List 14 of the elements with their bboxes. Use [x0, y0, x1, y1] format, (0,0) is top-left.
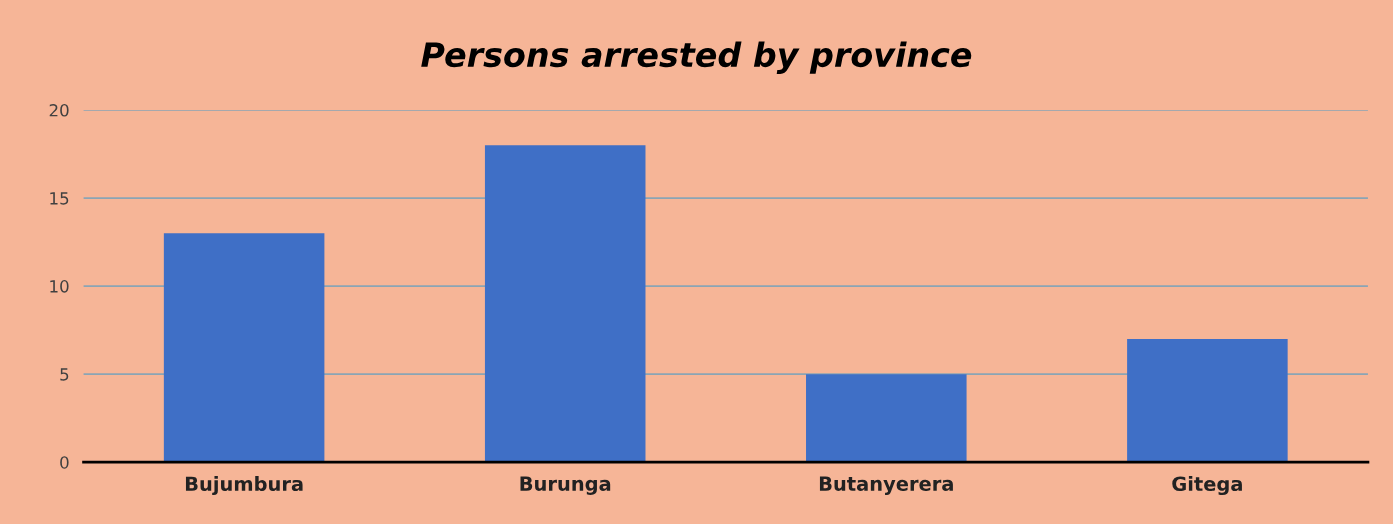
y-tick-label: 5: [60, 368, 69, 381]
x-tick-label: Burunga: [520, 476, 611, 495]
bar: [1127, 338, 1288, 463]
y-tick-label: 20: [49, 104, 69, 117]
x-tick-label: Gitega: [1172, 476, 1242, 496]
y-tick-label: 10: [50, 280, 69, 293]
chart-title: Persons arrested by province: [421, 41, 972, 74]
bar: [806, 374, 967, 463]
bar: [163, 233, 325, 463]
x-tick-label: Bujumbura: [185, 476, 303, 496]
y-tick-label: 0: [60, 456, 69, 469]
bar: [484, 145, 646, 463]
y-tick-label: 15: [50, 192, 69, 205]
x-tick-label: Butanyerera: [819, 476, 953, 495]
